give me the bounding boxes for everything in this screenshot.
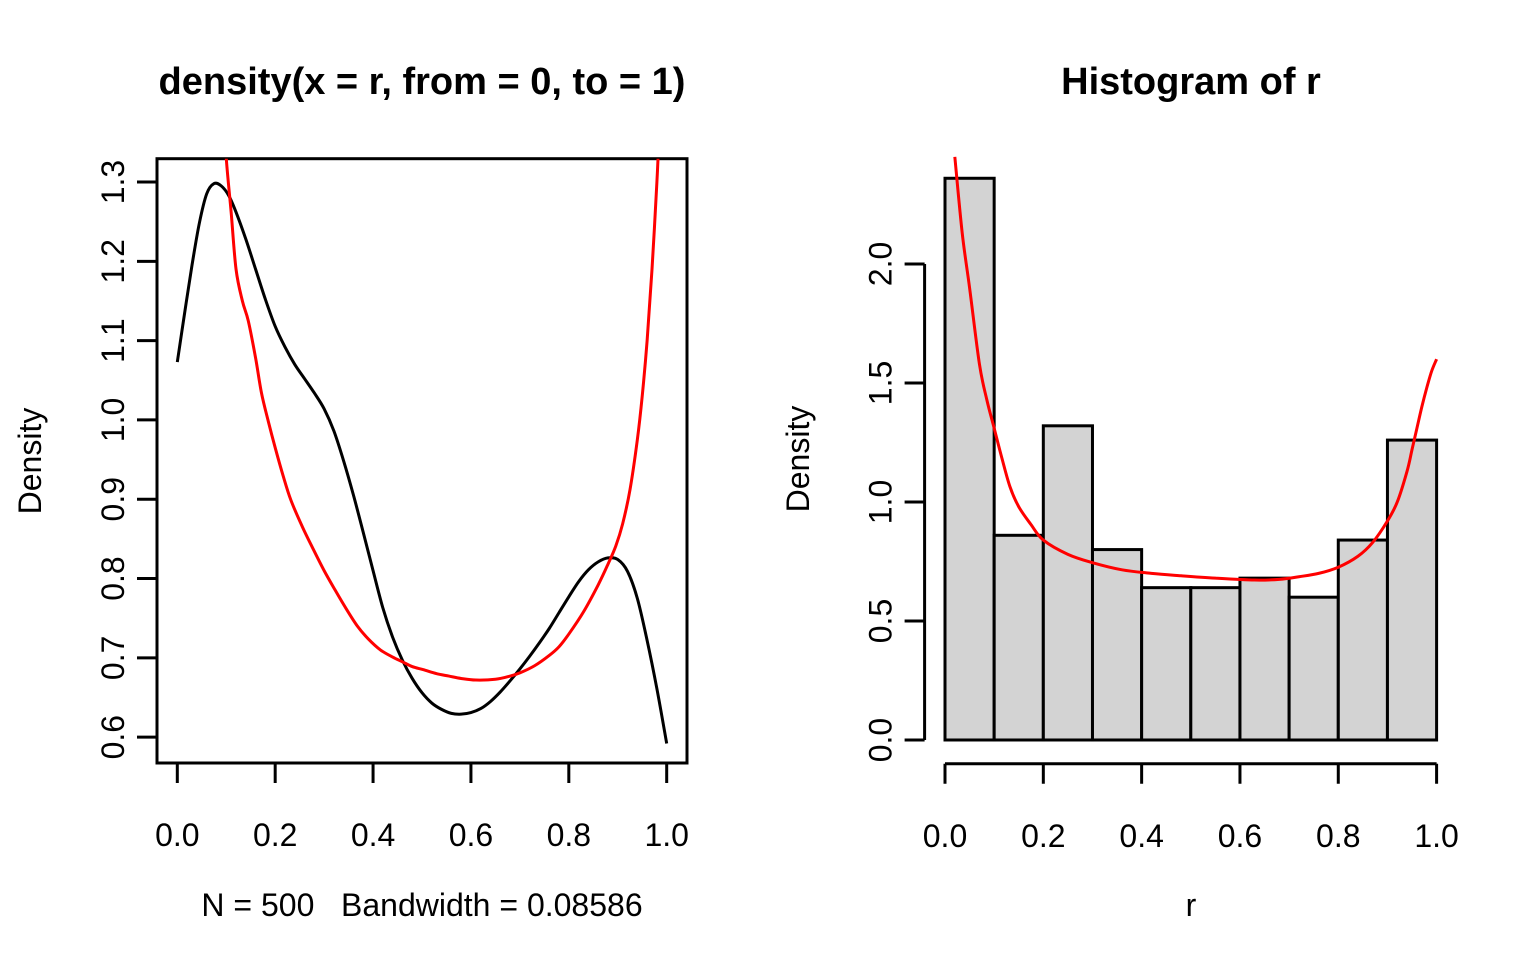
density-plot-xlabel: N = 500 Bandwidth = 0.08586: [201, 887, 642, 923]
y-tick-label: 1.0: [95, 398, 131, 442]
histogram-bar: [1238, 576, 1291, 742]
plot-box: [155, 157, 689, 765]
y-axis: 0.0 0.5 1.0 1.5 2.0: [863, 242, 927, 762]
density-plot: density(x = r, from = 0, to = 1) N = 500…: [12, 61, 689, 923]
histogram-bar: [943, 176, 996, 742]
x-axis: 0.0 0.2 0.4 0.6 0.8 1.0: [923, 762, 1459, 854]
density-plot-title: density(x = r, from = 0, to = 1): [159, 61, 686, 103]
x-tick-label: 0.4: [1119, 818, 1163, 854]
y-tick-label: 2.0: [863, 242, 899, 286]
y-tick-label: 0.0: [863, 718, 899, 762]
histogram-bar: [1385, 438, 1439, 742]
histogram-bar: [1140, 586, 1193, 742]
histogram-plot-area: 0.0 0.2 0.4 0.6 0.8 1.0 0.0 0.5 1.0 1.5 2.0: [863, 156, 1459, 854]
histogram-bar: [992, 533, 1045, 742]
x-tick-label: 0.0: [155, 817, 199, 853]
curves: [953, 156, 1438, 582]
histogram-bars: [943, 176, 1439, 742]
curves: [175, 158, 669, 744]
x-tick-label: 0.8: [547, 817, 591, 853]
density-plot-area: 0.0 0.2 0.4 0.6 0.8 1.0 0.6 0.7 0.8 0.9 1.0 1.1 1.2 1…: [95, 157, 689, 853]
histogram-bar: [1189, 586, 1242, 742]
density-plot-ylabel: Density: [12, 408, 48, 515]
histogram-bar: [1336, 538, 1389, 742]
y-tick-label: 0.9: [95, 477, 131, 521]
histogram-plot: Histogram of r r Density 0.0 0.2 0.4 0.6 0.8…: [780, 61, 1459, 923]
histogram-bar: [1041, 424, 1094, 742]
x-tick-label: 0.4: [351, 817, 395, 853]
y-tick-label: 0.6: [95, 715, 131, 759]
theoretical-curve: [224, 158, 660, 682]
histogram-bar: [1090, 548, 1144, 742]
y-axis: 0.6 0.7 0.8 0.9 1.0 1.1 1.2 1.3: [95, 160, 159, 759]
histogram-ylabel: Density: [780, 406, 816, 513]
histogram-title: Histogram of r: [1061, 61, 1321, 103]
x-tick-label: 0.2: [253, 817, 297, 853]
y-tick-label: 1.0: [863, 480, 899, 524]
x-tick-label: 0.6: [1218, 818, 1262, 854]
y-tick-label: 1.2: [95, 239, 131, 283]
x-tick-label: 1.0: [644, 817, 688, 853]
y-tick-label: 1.5: [863, 361, 899, 405]
y-tick-label: 1.1: [95, 318, 131, 362]
x-tick-label: 1.0: [1414, 818, 1458, 854]
x-tick-label: 0.0: [923, 818, 967, 854]
x-tick-label: 0.2: [1021, 818, 1065, 854]
histogram-xlabel: r: [1186, 887, 1197, 923]
x-axis: 0.0 0.2 0.4 0.6 0.8 1.0: [155, 761, 689, 853]
y-tick-label: 0.5: [863, 599, 899, 643]
kde-curve: [175, 181, 669, 744]
y-tick-label: 0.8: [95, 556, 131, 600]
histogram-bar: [1287, 595, 1340, 742]
theoretical-curve: [953, 156, 1438, 582]
x-tick-label: 0.6: [449, 817, 493, 853]
y-tick-label: 0.7: [95, 636, 131, 680]
x-tick-label: 0.8: [1316, 818, 1360, 854]
y-tick-label: 1.3: [95, 160, 131, 204]
